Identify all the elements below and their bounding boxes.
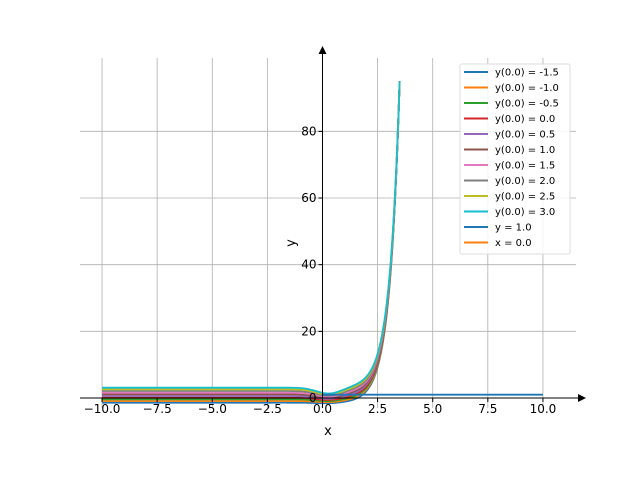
series-line-1: [102, 81, 401, 404]
y-axis-label: y: [284, 239, 299, 247]
legend-label-0: y(0.0) = -1.5: [495, 68, 559, 79]
legend-label-1: y(0.0) = -1.0: [495, 83, 559, 94]
legend-label-8: y(0.0) = 2.5: [495, 192, 555, 203]
legend-box: [459, 63, 571, 255]
y-tick-label-3: 60: [301, 191, 316, 205]
series-line-2: [102, 81, 401, 402]
x-tick-label-7: 7.5: [478, 402, 497, 416]
legend-label-10: y = 1.0: [495, 223, 532, 234]
legend-label-7: y(0.0) = 2.0: [495, 176, 555, 187]
y-tick-label-4: 80: [301, 124, 316, 138]
x-tick-label-8: 10.0: [530, 402, 557, 416]
x-tick-label-6: 5.0: [423, 402, 442, 416]
series-line-7: [102, 81, 401, 397]
x-axis-arrow: [578, 394, 586, 402]
legend-label-6: y(0.0) = 1.5: [495, 161, 555, 172]
x-tick-label-1: −7.5: [143, 402, 172, 416]
legend: y(0.0) = -1.5 y(0.0) = -1.0 y(0.0) = -0.5 y…: [459, 63, 571, 255]
x-tick-label-3: −2.5: [253, 402, 282, 416]
legend-label-4: y(0.0) = 0.5: [495, 130, 555, 141]
series-line-6: [102, 81, 401, 398]
legend-label-5: y(0.0) = 1.0: [495, 145, 555, 156]
y-tick-label-0: 0: [309, 391, 317, 405]
x-tick-label-5: 2.5: [368, 402, 387, 416]
x-tick-label-2: −5.0: [198, 402, 227, 416]
axes: [80, 46, 586, 408]
legend-label-2: y(0.0) = -0.5: [495, 99, 559, 110]
x-tick-label-0: −10.0: [84, 402, 121, 416]
legend-label-9: y(0.0) = 3.0: [495, 207, 555, 218]
legend-label-11: x = 0.0: [495, 238, 532, 249]
x-tick-label-4: 0.0: [313, 402, 332, 416]
legend-label-3: y(0.0) = 0.0: [495, 114, 555, 125]
series-line-9: [102, 81, 401, 395]
series-line-5: [102, 81, 401, 399]
tick-labels: −10.0 −7.5 −5.0 −2.5 0.0 2.5 5.0 7.5 10.0 0 20 40 60…: [84, 124, 557, 416]
x-axis-label: x: [324, 424, 332, 439]
y-tick-label-2: 40: [301, 258, 316, 272]
series-line-4: [102, 81, 401, 400]
series-line-8: [102, 81, 401, 396]
series-line-3: [102, 81, 401, 401]
y-axis-arrow: [318, 46, 327, 54]
y-tick-label-1: 20: [301, 324, 316, 338]
series-line-0: [102, 81, 401, 405]
